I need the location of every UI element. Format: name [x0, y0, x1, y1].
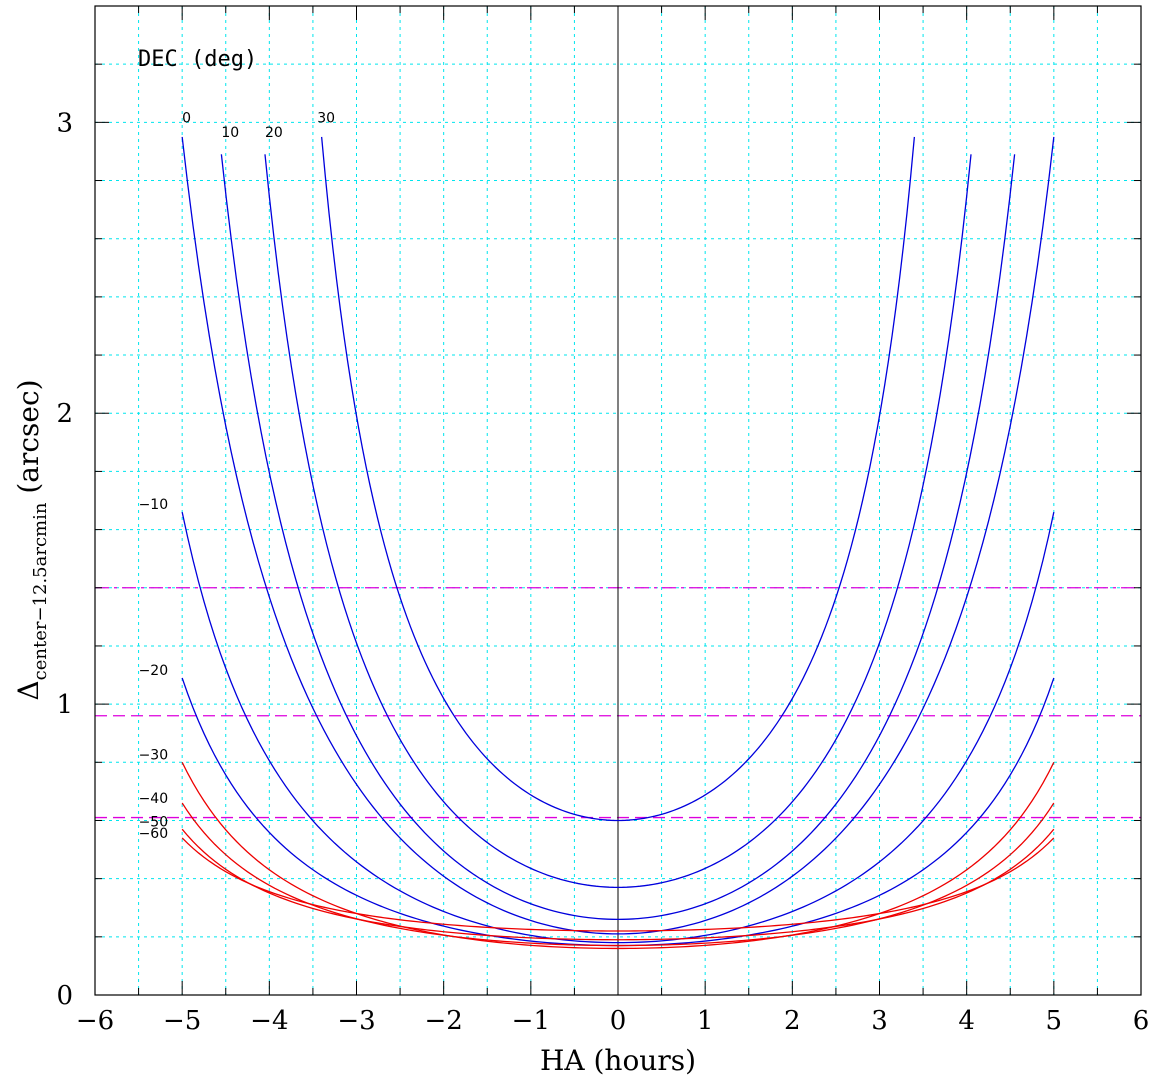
reference-lines: [95, 6, 1141, 995]
curve-label: −60: [139, 826, 169, 842]
series-line: [181, 802, 1055, 947]
data-series: [181, 136, 1055, 950]
curve-label: −50: [139, 814, 169, 830]
curve-label: 10: [221, 125, 239, 141]
x-tick-label: 0: [610, 1006, 627, 1036]
series-line: [181, 512, 1055, 944]
curve-labels: 30 20 10 0 −10 −20 −30 −40 −50−60: [139, 110, 336, 842]
curve-label: −10: [139, 497, 169, 513]
y-axis-label-main: Δ: [12, 680, 45, 700]
y-axis-label: Δcenter−12.5arcmin (arcsec): [12, 379, 51, 700]
curve-label: −20: [139, 663, 169, 679]
x-tick-label: 3: [871, 1006, 888, 1036]
y-tick-label: 2: [56, 399, 73, 429]
curve-label: 20: [265, 125, 283, 141]
x-tick-label: −1: [512, 1006, 550, 1036]
y-axis-label-unit: (arcsec): [12, 379, 45, 502]
series-line: [181, 828, 1055, 941]
x-tick-label: 4: [958, 1006, 975, 1036]
curve-label: 30: [317, 110, 335, 126]
series-line: [220, 154, 1016, 921]
curve-label: −40: [139, 791, 169, 807]
y-tick-label: 3: [56, 108, 73, 138]
curve-label: 0: [182, 110, 191, 126]
y-axis-label-subscript: center−12.5arcmin: [30, 502, 51, 680]
x-tick-label: 2: [784, 1006, 801, 1036]
y-tick-label: 0: [56, 981, 73, 1011]
x-tick-label: 6: [1133, 1006, 1150, 1036]
curve-label: −30: [139, 747, 169, 763]
series-line: [181, 761, 1055, 950]
x-tick-label: 1: [697, 1006, 714, 1036]
legend-title: DEC (deg): [138, 47, 257, 72]
x-tick-label: −2: [425, 1006, 463, 1036]
y-tick-label: 1: [56, 690, 73, 720]
x-tick-label: −5: [163, 1006, 201, 1036]
x-tick-label: 5: [1046, 1006, 1063, 1036]
series-line: [320, 136, 916, 822]
series-line: [181, 837, 1055, 932]
x-axis-label: HA (hours): [540, 1044, 696, 1077]
series-line: [181, 136, 1055, 935]
x-tick-label: −3: [337, 1006, 375, 1036]
x-tick-label: −4: [250, 1006, 288, 1036]
x-tick-label: −6: [76, 1006, 114, 1036]
series-line: [264, 154, 972, 889]
